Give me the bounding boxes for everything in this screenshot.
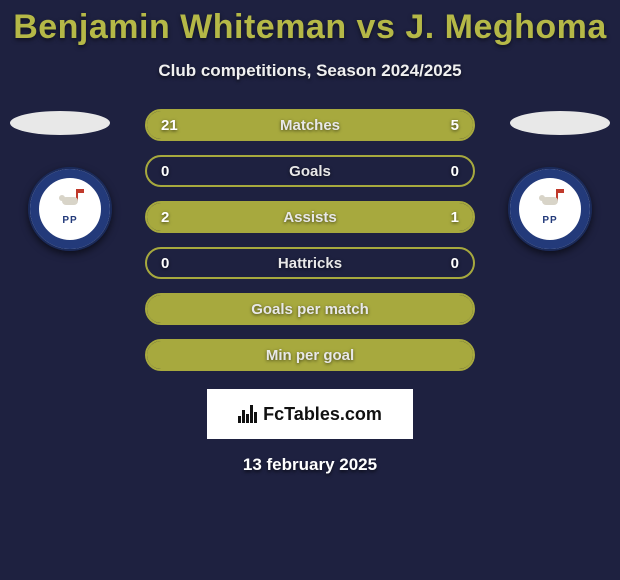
stat-bar: Min per goal bbox=[145, 339, 475, 371]
badge-monogram: PP bbox=[542, 215, 557, 226]
stat-bar: 0 0 Goals bbox=[145, 155, 475, 187]
stat-value-right: 5 bbox=[451, 117, 459, 134]
bar-chart-icon bbox=[238, 405, 257, 423]
stat-label: Goals bbox=[289, 163, 331, 180]
snapshot-date: 13 february 2025 bbox=[0, 455, 620, 475]
comparison-panel: PP PP 215Matches00Goals21Assists00Hattri… bbox=[0, 109, 620, 475]
stat-label: Matches bbox=[280, 117, 340, 134]
page-subtitle: Club competitions, Season 2024/2025 bbox=[0, 61, 620, 81]
page-title: Benjamin Whiteman vs J. Meghoma bbox=[0, 0, 620, 47]
stat-value-right: 1 bbox=[451, 209, 459, 226]
badge-monogram: PP bbox=[62, 215, 77, 226]
stat-label: Min per goal bbox=[266, 347, 354, 364]
brand-name: FcTables.com bbox=[263, 404, 382, 425]
stat-bar: 21 5 Matches bbox=[145, 109, 475, 141]
lamb-icon bbox=[59, 193, 81, 207]
stat-value-left: 2 bbox=[161, 209, 169, 226]
stat-bar: 0 0 Hattricks bbox=[145, 247, 475, 279]
stat-label: Assists bbox=[283, 209, 336, 226]
club-badge-right: PP bbox=[508, 167, 592, 251]
stat-value-right: 0 bbox=[451, 163, 459, 180]
stat-label: Hattricks bbox=[278, 255, 342, 272]
brand-footer[interactable]: FcTables.com bbox=[207, 389, 413, 439]
stat-bar: Goals per match bbox=[145, 293, 475, 325]
stat-value-right: 0 bbox=[451, 255, 459, 272]
stat-bar: 2 1 Assists bbox=[145, 201, 475, 233]
club-badge-left: PP bbox=[28, 167, 112, 251]
stat-fill-right bbox=[411, 111, 473, 139]
stat-value-left: 0 bbox=[161, 255, 169, 272]
stat-value-left: 21 bbox=[161, 117, 178, 134]
badge-inner: PP bbox=[528, 187, 572, 231]
badge-inner: PP bbox=[48, 187, 92, 231]
stat-value-left: 0 bbox=[161, 163, 169, 180]
lamb-icon bbox=[539, 193, 561, 207]
spotlight-right bbox=[510, 111, 610, 135]
stat-label: Goals per match bbox=[251, 301, 369, 318]
spotlight-left bbox=[10, 111, 110, 135]
stat-bars: 215Matches00Goals21Assists00HattricksGoa… bbox=[145, 109, 475, 371]
